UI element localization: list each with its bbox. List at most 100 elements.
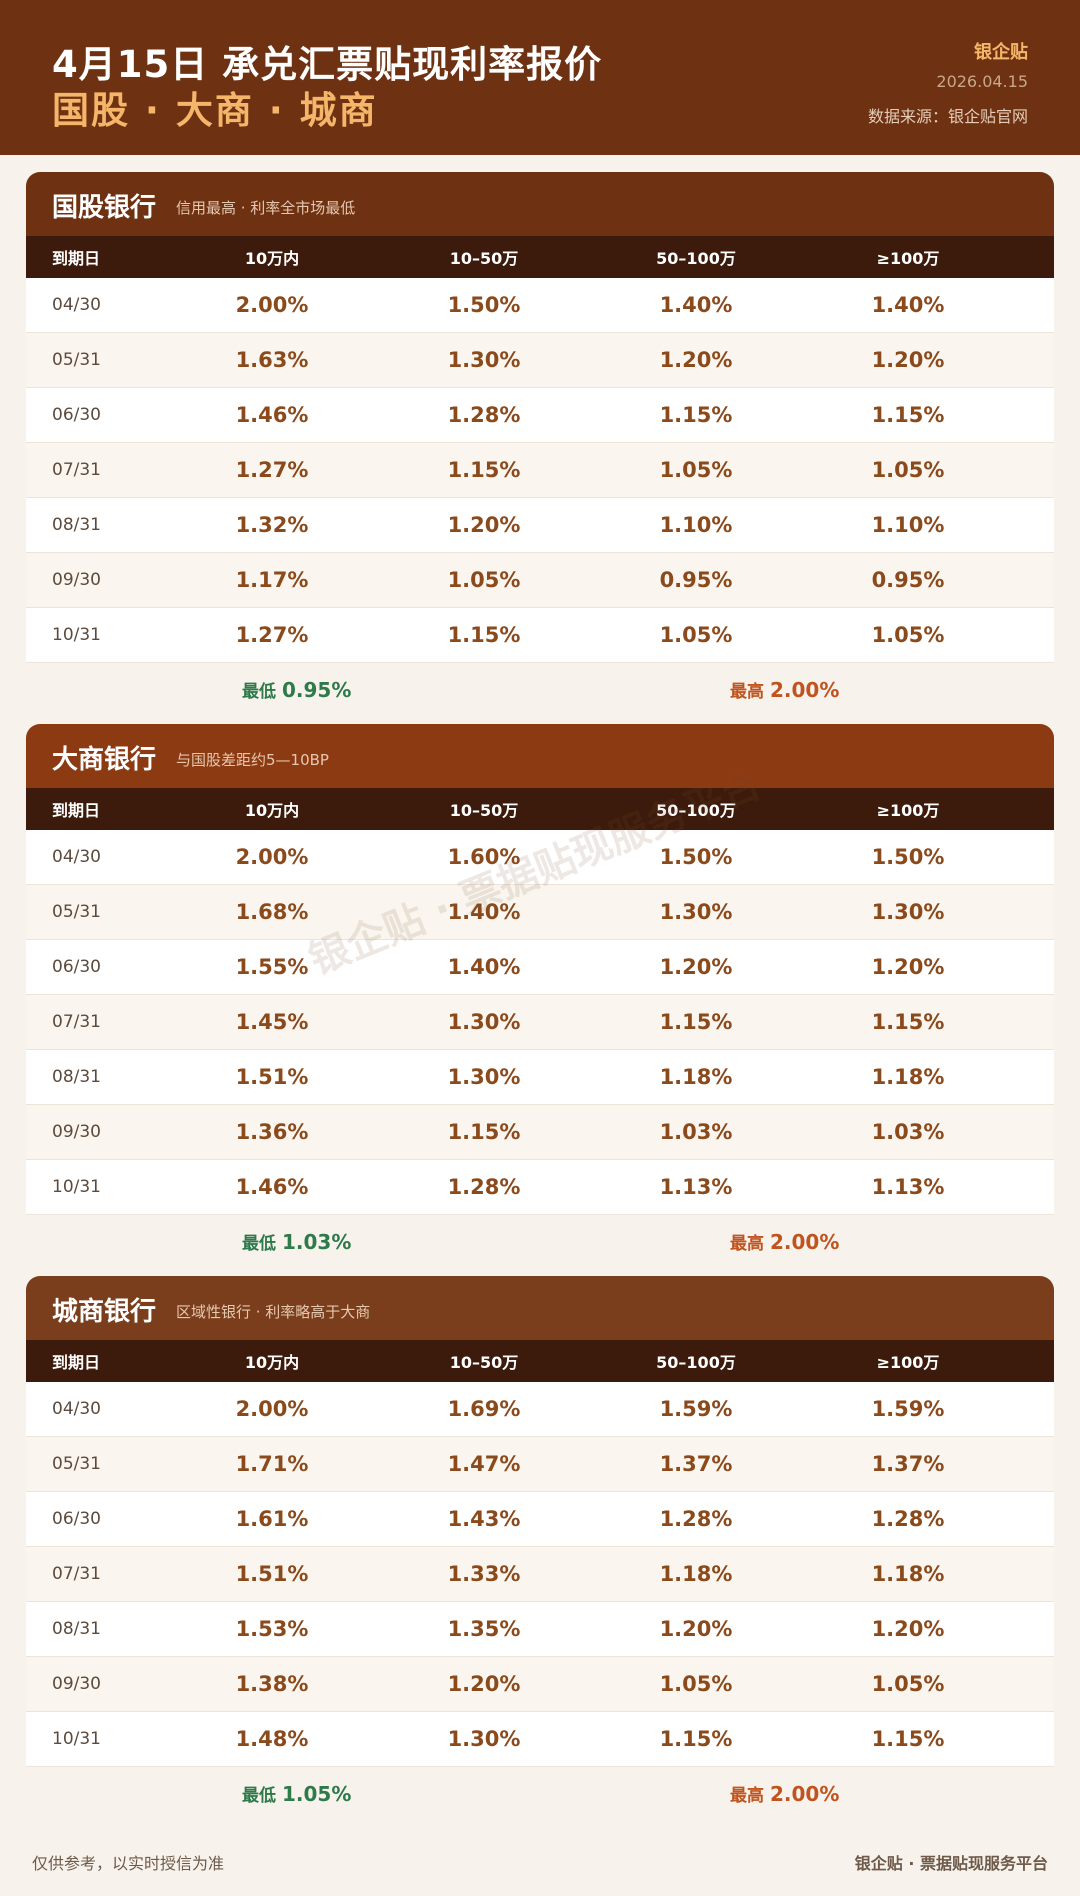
rate-cell: 1.55% xyxy=(235,955,309,979)
rate-cell: 1.15% xyxy=(871,1010,945,1034)
rate-cell: 1.27% xyxy=(235,623,309,647)
column-header: 到期日 xyxy=(52,1353,101,1372)
maturity-date: 05/31 xyxy=(52,902,101,922)
highest-rate: 最高 2.00% xyxy=(730,1229,839,1254)
maturity-date: 10/31 xyxy=(52,1177,101,1197)
rate-cell: 1.30% xyxy=(659,900,733,924)
rate-cell: 1.10% xyxy=(659,513,733,537)
rate-cell: 1.35% xyxy=(447,1617,521,1641)
table-row: 06/30 1.46% 1.28% 1.15% 1.15% xyxy=(26,388,1054,443)
section-summary: 最低 0.95% 最高 2.00% xyxy=(26,663,1054,718)
rate-table-card: 城商银行 区域性银行 · 利率略高于大商 到期日 10万内 10–50万 50–100万 ≥… xyxy=(26,1276,1054,1822)
table-row: 06/30 1.61% 1.43% 1.28% 1.28% xyxy=(26,1492,1054,1547)
section-summary: 最低 1.05% 最高 2.00% xyxy=(26,1767,1054,1822)
column-header: 10–50万 xyxy=(449,801,519,820)
lowest-label: 最低 xyxy=(242,1234,276,1254)
section-summary: 最低 1.03% 最高 2.00% xyxy=(26,1215,1054,1270)
table-body: 04/30 2.00% 1.50% 1.40% 1.40% 05/31 1.63% 1.30%… xyxy=(26,278,1054,663)
rate-cell: 1.28% xyxy=(871,1507,945,1531)
highest-value: 2.00% xyxy=(770,678,840,702)
rate-cell: 1.15% xyxy=(659,1010,733,1034)
rate-cell: 1.20% xyxy=(659,348,733,372)
rate-cell: 1.15% xyxy=(447,623,521,647)
lowest-label: 最低 xyxy=(242,682,276,702)
rate-cell: 1.13% xyxy=(871,1175,945,1199)
rate-cell: 1.10% xyxy=(871,513,945,537)
column-header: ≥100万 xyxy=(876,1353,940,1372)
rate-cell: 1.63% xyxy=(235,348,309,372)
rate-cell: 1.37% xyxy=(659,1452,733,1476)
maturity-date: 09/30 xyxy=(52,1674,101,1694)
rate-cell: 1.05% xyxy=(659,623,733,647)
section-title: 城商银行 xyxy=(52,1297,157,1327)
rate-cell: 1.51% xyxy=(235,1562,309,1586)
highest-label: 最高 xyxy=(730,1234,764,1254)
rate-cell: 1.32% xyxy=(235,513,309,537)
table-row: 05/31 1.71% 1.47% 1.37% 1.37% xyxy=(26,1437,1054,1492)
table-body: 04/30 2.00% 1.60% 1.50% 1.50% 05/31 1.68% 1.40%… xyxy=(26,830,1054,1215)
column-header: 10万内 xyxy=(244,249,300,268)
rate-cell: 1.05% xyxy=(871,458,945,482)
maturity-date: 06/30 xyxy=(52,405,101,425)
rate-cell: 1.59% xyxy=(659,1397,733,1421)
rate-cell: 1.50% xyxy=(447,293,521,317)
rate-cell: 1.28% xyxy=(447,1175,521,1199)
table-row: 09/30 1.36% 1.15% 1.03% 1.03% xyxy=(26,1105,1054,1160)
rate-cell: 1.60% xyxy=(447,845,521,869)
data-source: 数据来源：银企贴官网 xyxy=(867,107,1028,126)
maturity-date: 07/31 xyxy=(52,460,101,480)
maturity-date: 05/31 xyxy=(52,1454,101,1474)
rate-cell: 1.20% xyxy=(871,955,945,979)
lowest-value: 1.05% xyxy=(282,1782,352,1806)
rate-cell: 1.20% xyxy=(447,1672,521,1696)
rate-cell: 1.61% xyxy=(235,1507,309,1531)
lowest-rate: 最低 0.95% xyxy=(242,677,351,702)
column-header: 10–50万 xyxy=(449,249,519,268)
rate-cell: 1.40% xyxy=(447,955,521,979)
rate-cell: 1.03% xyxy=(871,1120,945,1144)
rate-cell: 1.59% xyxy=(871,1397,945,1421)
highest-label: 最高 xyxy=(730,682,764,702)
maturity-date: 09/30 xyxy=(52,570,101,590)
table-row: 10/31 1.27% 1.15% 1.05% 1.05% xyxy=(26,608,1054,663)
rate-cell: 0.95% xyxy=(659,568,733,592)
rate-cell: 1.30% xyxy=(447,348,521,372)
table-row: 09/30 1.17% 1.05% 0.95% 0.95% xyxy=(26,553,1054,608)
rate-cell: 1.36% xyxy=(235,1120,309,1144)
table-row: 08/31 1.32% 1.20% 1.10% 1.10% xyxy=(26,498,1054,553)
rate-cell: 1.47% xyxy=(447,1452,521,1476)
rate-cell: 1.69% xyxy=(447,1397,521,1421)
maturity-date: 05/31 xyxy=(52,350,101,370)
lowest-label: 最低 xyxy=(242,1786,276,1806)
rate-cell: 1.40% xyxy=(659,293,733,317)
maturity-date: 04/30 xyxy=(52,295,101,315)
column-header: ≥100万 xyxy=(876,801,940,820)
rate-cell: 1.33% xyxy=(447,1562,521,1586)
rate-cell: 1.05% xyxy=(659,458,733,482)
rate-cell: 1.18% xyxy=(659,1065,733,1089)
rate-cell: 1.05% xyxy=(871,623,945,647)
highest-label: 最高 xyxy=(730,1786,764,1806)
lowest-rate: 最低 1.05% xyxy=(242,1781,351,1806)
rate-cell: 1.30% xyxy=(447,1010,521,1034)
highest-rate: 最高 2.00% xyxy=(730,677,839,702)
rate-cell: 1.30% xyxy=(447,1727,521,1751)
maturity-date: 10/31 xyxy=(52,1729,101,1749)
page-header: 4月15日 承兑汇票贴现利率报价 国股 · 大商 · 城商 银企贴 2026.0… xyxy=(0,0,1080,155)
rate-cell: 1.20% xyxy=(447,513,521,537)
column-header: 50–100万 xyxy=(656,1353,736,1372)
rate-cell: 1.18% xyxy=(871,1065,945,1089)
rate-cell: 1.18% xyxy=(659,1562,733,1586)
column-header: 到期日 xyxy=(52,801,101,820)
table-body: 04/30 2.00% 1.69% 1.59% 1.59% 05/31 1.71% 1.47%… xyxy=(26,1382,1054,1767)
rate-cell: 1.27% xyxy=(235,458,309,482)
rate-cell: 1.20% xyxy=(659,955,733,979)
section-header: 国股银行 信用最高 · 利率全市场最低 xyxy=(26,172,1054,236)
maturity-date: 09/30 xyxy=(52,1122,101,1142)
lowest-rate: 最低 1.03% xyxy=(242,1229,351,1254)
page-title: 4月15日 承兑汇票贴现利率报价 xyxy=(52,43,603,86)
rate-table-card: 大商银行 与国股差距约5—10BP 到期日 10万内 10–50万 50–100万 ≥100… xyxy=(26,724,1054,1270)
rate-cell: 1.51% xyxy=(235,1065,309,1089)
rate-cell: 1.20% xyxy=(871,1617,945,1641)
rate-cell: 1.15% xyxy=(871,1727,945,1751)
